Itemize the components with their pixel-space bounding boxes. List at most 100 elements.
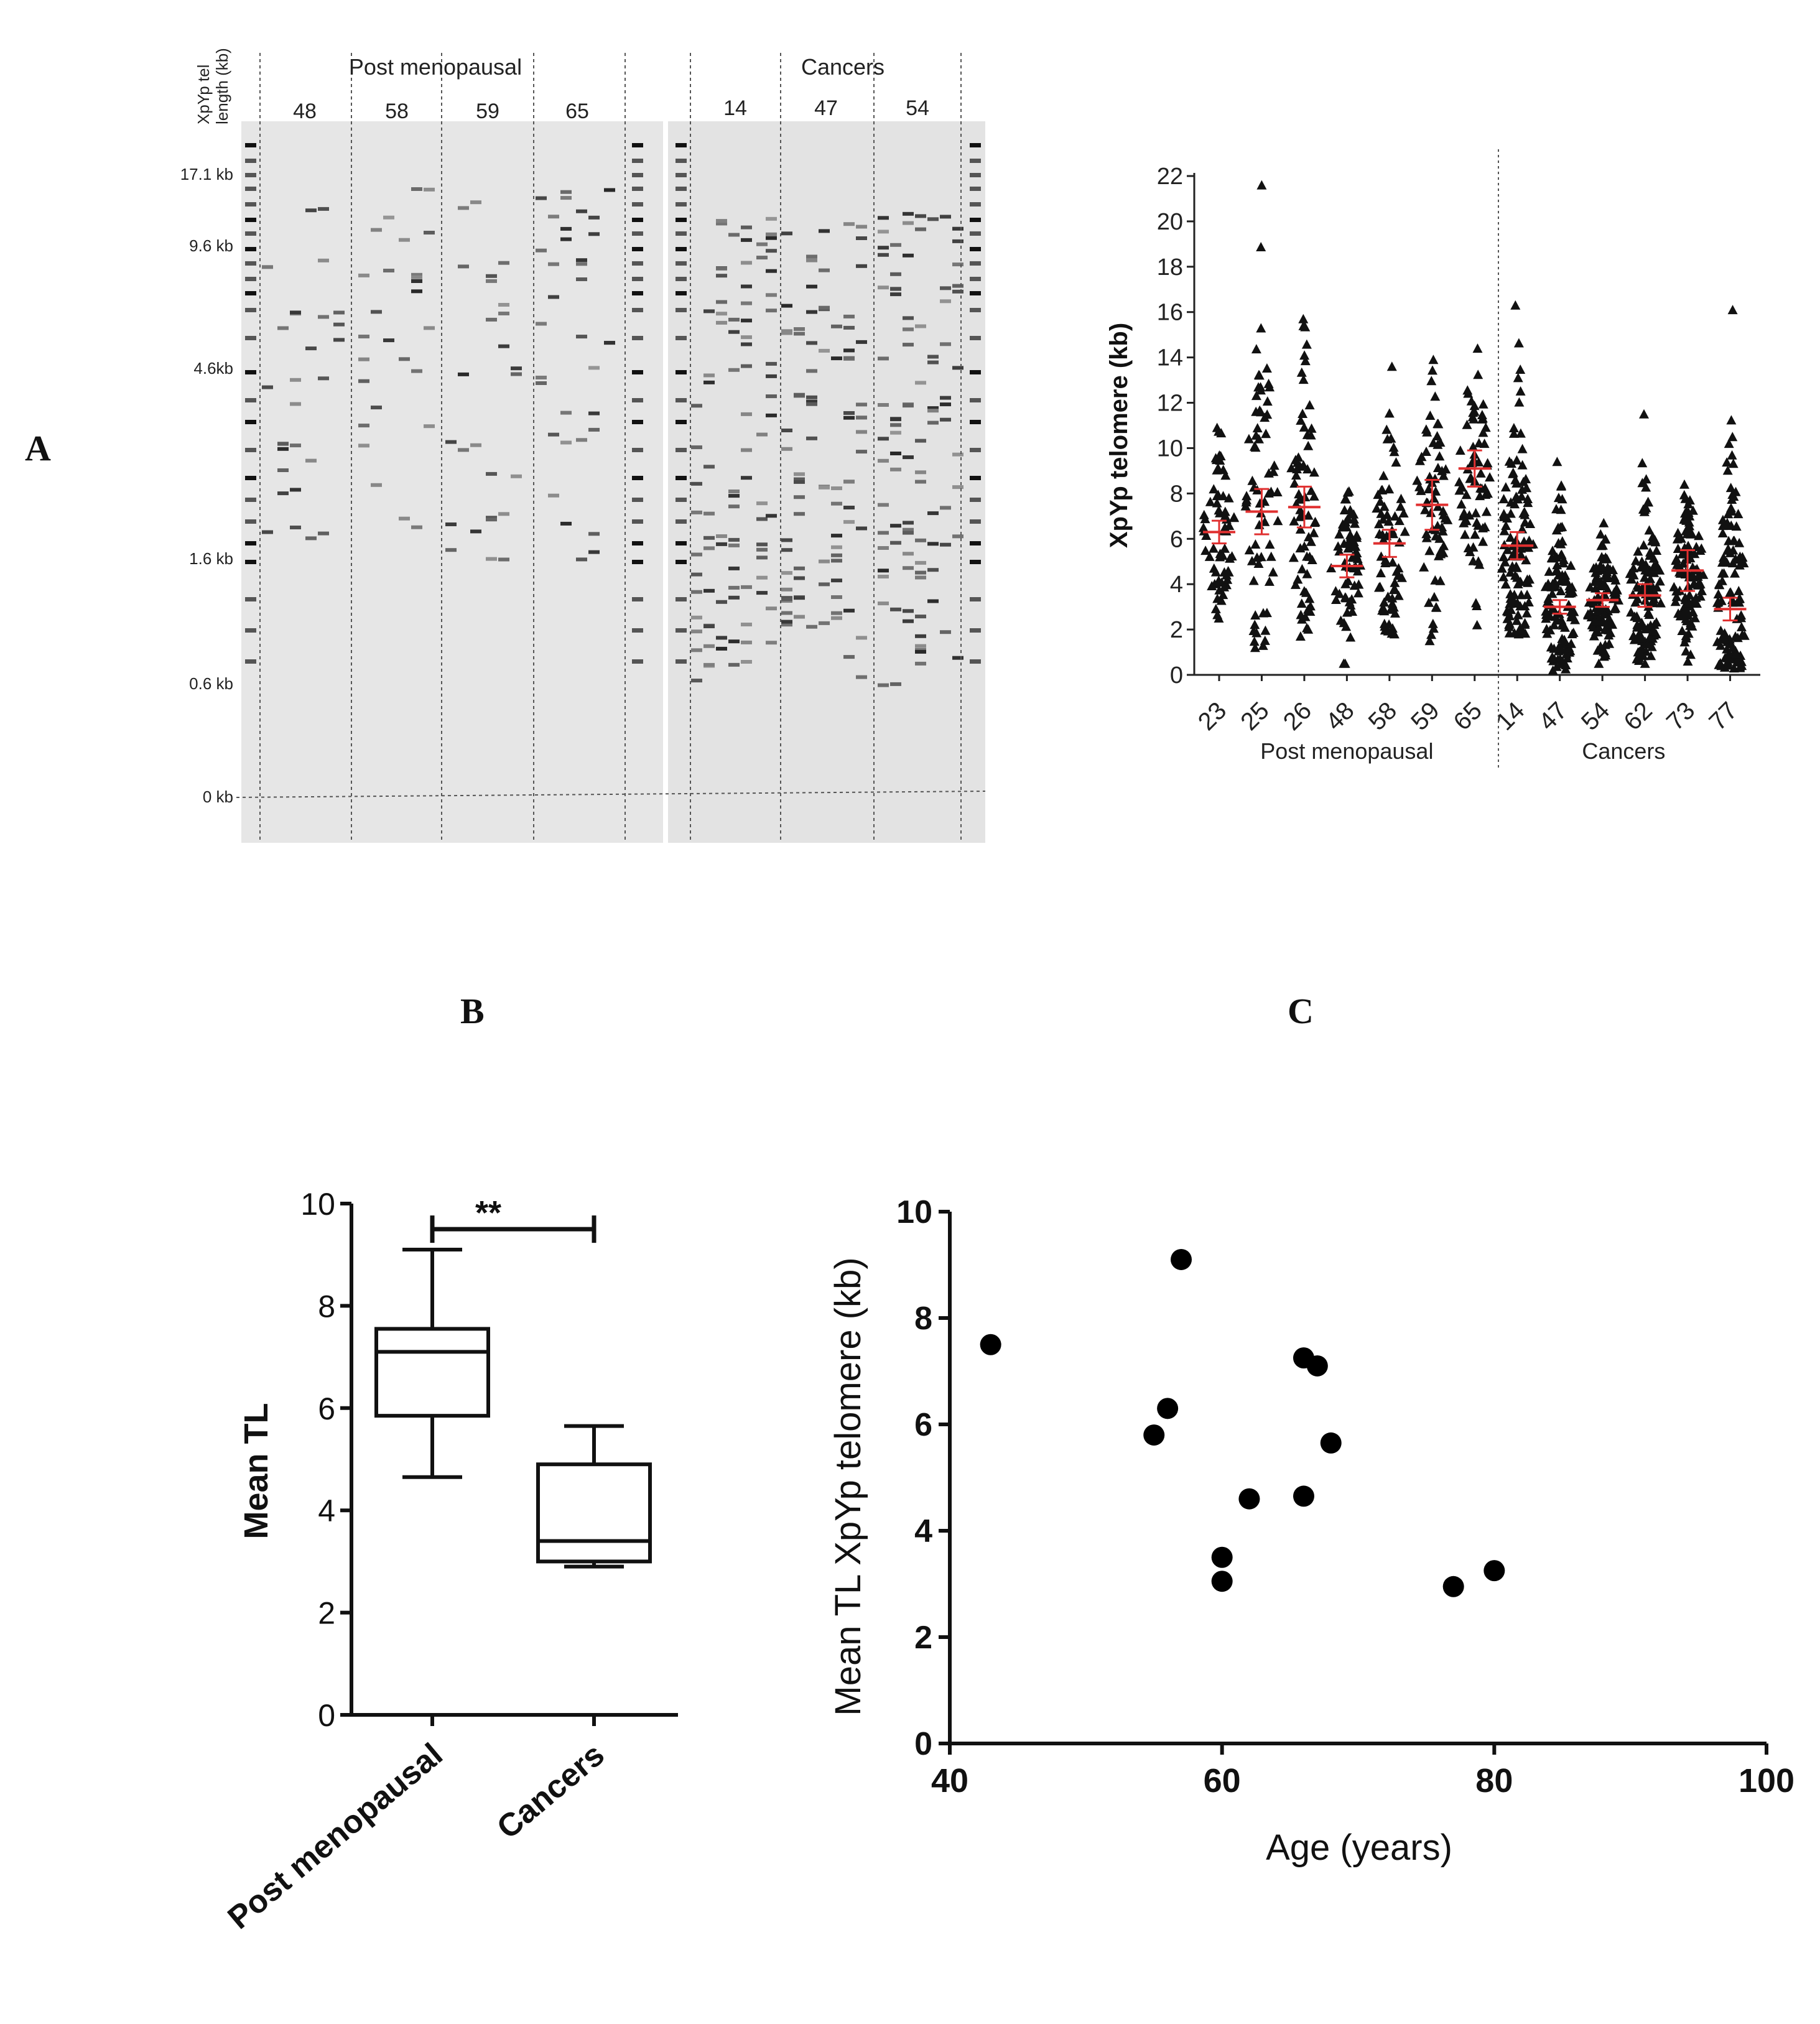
ladder-band [676, 336, 687, 340]
gel-band [843, 415, 855, 420]
dotplot-x-tick-label: 47 [1533, 697, 1572, 736]
dotplot-triangle-point [1645, 547, 1655, 557]
gel-band [728, 233, 740, 237]
gel-band [856, 450, 867, 454]
ladder-band [970, 541, 981, 545]
dotplot-triangle-point [1461, 490, 1472, 499]
dotplot-triangle-point [1643, 496, 1653, 506]
dotplot-triangle-point [1561, 649, 1572, 659]
dotplot-triangle-point [1734, 537, 1745, 547]
gel-band [703, 644, 715, 648]
ladder-band [676, 291, 687, 295]
dotplot-triangle-point [1483, 488, 1493, 498]
dotplot-triangle-point [1373, 490, 1383, 499]
gel-band [424, 326, 435, 330]
dotplot-triangle-point [1220, 543, 1230, 553]
ladder-band [970, 159, 981, 163]
dotplot-y-tick-label: 18 [1157, 254, 1183, 281]
dotplot-triangle-point [1472, 620, 1482, 629]
dotplot-triangle-point [1555, 522, 1566, 532]
gel-band [305, 346, 317, 351]
dotplot-triangle-point [1722, 557, 1732, 567]
gel-band [856, 526, 867, 531]
dotplot-triangle-point [1469, 414, 1479, 424]
gel-band [333, 322, 345, 327]
dotplot-triangle-point [1379, 606, 1390, 616]
gel-band [716, 221, 727, 226]
dotplot-triangle-point [1604, 630, 1614, 640]
dotplot-triangle-point [1500, 557, 1510, 567]
ladder-band [970, 187, 981, 191]
dotplot-triangle-point [1498, 552, 1509, 562]
gel-band [878, 253, 889, 257]
dotplot-triangle-point [1511, 535, 1521, 545]
gel-band [741, 476, 752, 480]
gel-band [878, 216, 889, 220]
dotplot-x-tick-label: 73 [1661, 697, 1701, 736]
ladder-band [676, 659, 687, 664]
dotplot-triangle-point [1648, 595, 1658, 605]
gel-band [756, 547, 768, 552]
dotplot-triangle-point [1722, 457, 1732, 467]
dotplot-triangle-point [1671, 592, 1682, 601]
dotplot-triangle-point [1249, 636, 1260, 646]
ladder-band [632, 560, 643, 564]
gel-band [856, 236, 867, 240]
dotplot-triangle-point [1379, 501, 1390, 511]
ladder-band [245, 218, 256, 222]
gel-band [856, 415, 867, 420]
gel-band [903, 527, 914, 532]
dotplot-triangle-point [1517, 625, 1528, 635]
age-scatter-y-tick-label: 0 [914, 1726, 932, 1762]
gel-band [856, 402, 867, 407]
gel-band [781, 623, 792, 627]
ladder-band [676, 173, 687, 177]
ladder-band [970, 370, 981, 374]
ladder-band [970, 261, 981, 266]
gel-band [878, 546, 889, 550]
dotplot-triangle-point [1567, 587, 1578, 597]
boxplot-y-tick-label: 10 [300, 1187, 335, 1222]
dotplot-triangle-point [1517, 443, 1528, 453]
dotplot-triangle-point [1219, 582, 1230, 592]
gel-band [411, 525, 422, 529]
gel-band [411, 187, 422, 191]
dotplot-triangle-point [1303, 440, 1314, 450]
gel-band [794, 566, 805, 570]
gel-band [536, 322, 547, 326]
ladder-band [245, 159, 256, 163]
dotplot-triangle-point [1214, 575, 1224, 585]
dotplot-triangle-point [1503, 606, 1513, 616]
gel-band [819, 559, 830, 564]
ladder-band [245, 261, 256, 266]
dotplot-triangle-point [1223, 493, 1234, 503]
gel-band [741, 585, 752, 589]
gel-size-marker: 0 kb [203, 787, 233, 806]
ladder-band [245, 277, 256, 281]
telomere-dot-plot: XpYp telomere (kb) 0 2 4 6 8 10 12 14 16 18 20 22 23… [1105, 149, 1760, 768]
gel-band [915, 538, 926, 542]
dotplot-triangle-point [1215, 552, 1225, 562]
gel-band [358, 357, 369, 361]
dotplot-triangle-point [1260, 635, 1270, 645]
dotplot-triangle-point [1299, 422, 1309, 432]
dotplot-triangle-point [1686, 649, 1696, 659]
gel-band [781, 231, 792, 236]
gel-band [819, 621, 830, 625]
gel-band [548, 493, 559, 498]
dotplot-triangle-point [1429, 592, 1439, 601]
gel-band [843, 411, 855, 415]
dotplot-triangle-point [1518, 476, 1529, 486]
gel-band [703, 511, 715, 516]
gel-band [290, 402, 301, 406]
dotplot-triangle-point [1504, 456, 1515, 466]
gel-band [952, 485, 963, 490]
dotplot-triangle-point [1566, 638, 1576, 648]
dotplot-triangle-point [1342, 538, 1353, 548]
dotplot-triangle-point [1393, 563, 1404, 573]
gel-y-axis-label-line1: XpYp tel [194, 65, 213, 124]
gel-band [903, 253, 914, 258]
dotplot-triangle-point [1683, 598, 1694, 608]
dotplot-triangle-point [1291, 470, 1301, 480]
dotplot-triangle-point [1266, 486, 1276, 496]
